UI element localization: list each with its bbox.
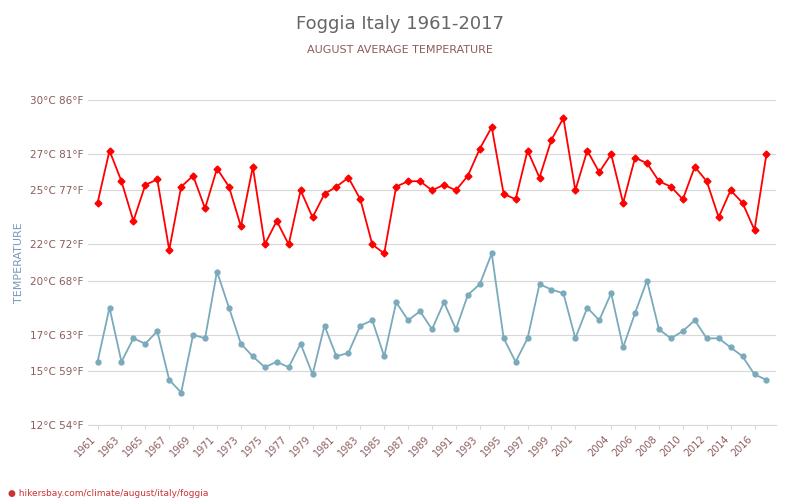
NIGHT [284,364,294,370]
Text: AUGUST AVERAGE TEMPERATURE: AUGUST AVERAGE TEMPERATURE [307,45,493,55]
DAY [558,115,568,121]
NIGHT [570,336,580,342]
NIGHT [762,377,771,383]
NIGHT [129,336,138,342]
NIGHT [93,359,102,365]
NIGHT [582,304,592,310]
NIGHT [487,250,497,256]
DAY [117,178,126,184]
Line: NIGHT: NIGHT [95,251,769,395]
NIGHT [391,299,401,305]
NIGHT [176,390,186,396]
DAY [582,148,592,154]
Text: Foggia Italy 1961-2017: Foggia Italy 1961-2017 [296,15,504,33]
DAY [93,200,102,206]
DAY [129,218,138,224]
DAY [570,188,580,194]
DAY [379,250,389,256]
NIGHT [117,359,126,365]
Text: ● hikersbay.com/climate/august/italy/foggia: ● hikersbay.com/climate/august/italy/fog… [8,488,208,498]
DAY [391,184,401,190]
Y-axis label: TEMPERATURE: TEMPERATURE [14,222,24,303]
Line: DAY: DAY [95,116,769,256]
DAY [762,151,771,157]
DAY [272,218,282,224]
